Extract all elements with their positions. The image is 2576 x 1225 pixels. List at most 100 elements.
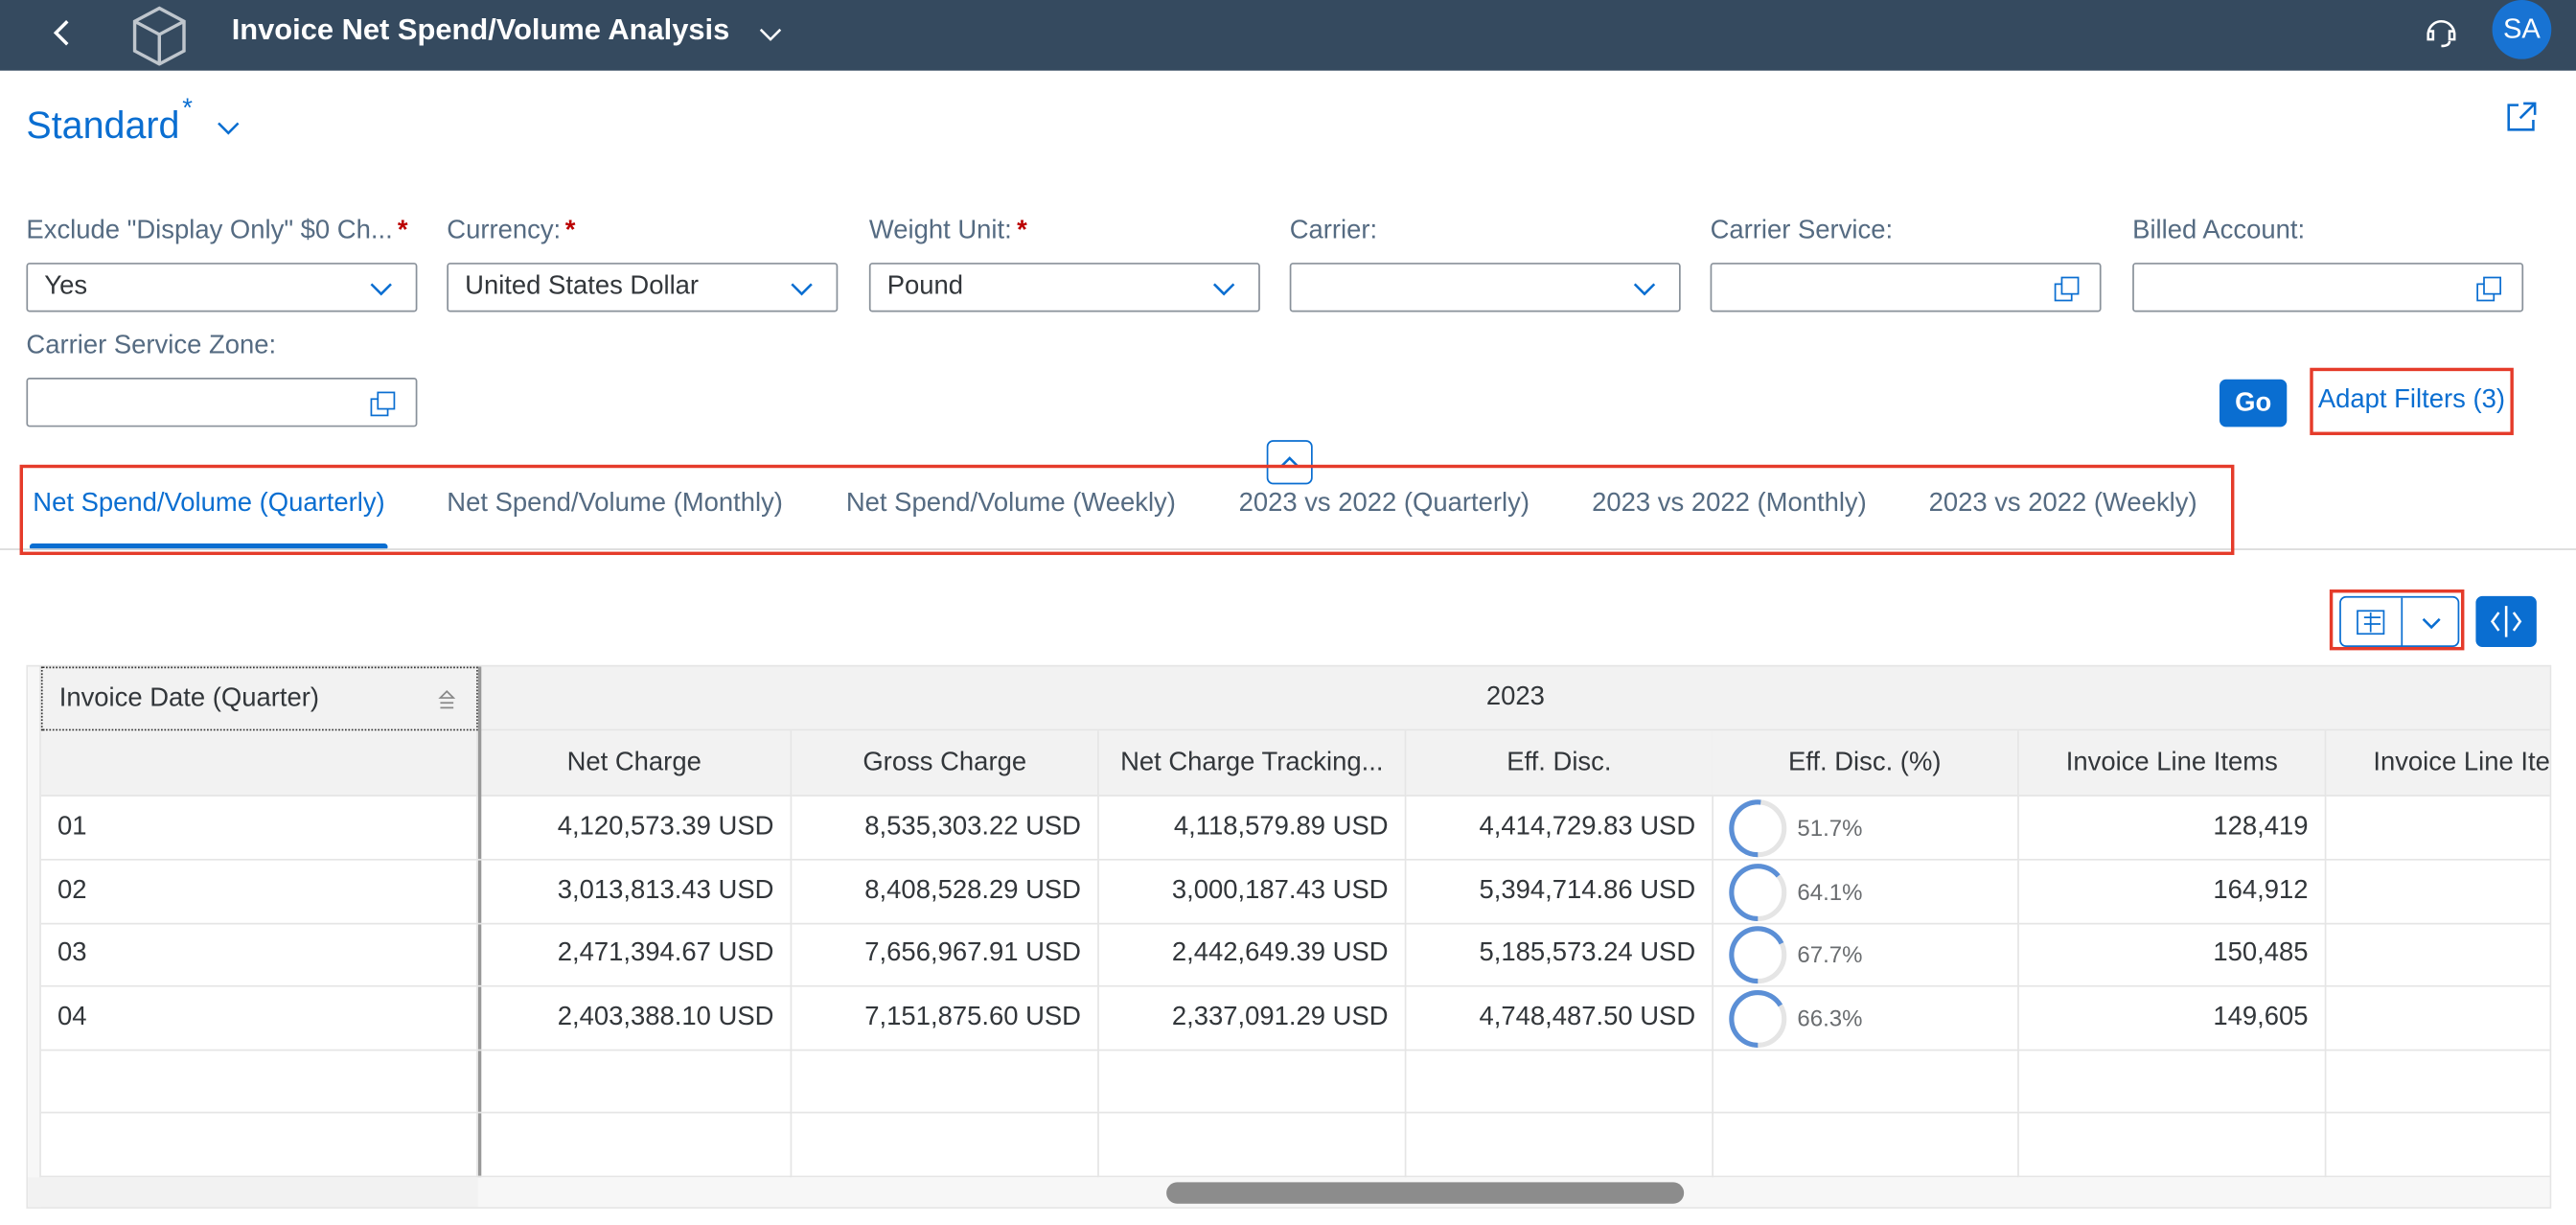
column-header: Eff. Disc. (%) xyxy=(1712,730,2019,797)
required-mark: * xyxy=(1017,217,1027,245)
column-button[interactable] xyxy=(2475,595,2537,647)
data-cell: 2,403,388.10 USD xyxy=(477,986,793,1052)
active-tab-indicator xyxy=(29,543,388,550)
empty-cell xyxy=(792,1113,1099,1178)
data-cell: 2,337,091.29 USD xyxy=(1098,986,1407,1052)
data-cell: 02 xyxy=(40,859,478,924)
data-cell: 4,748,487.50 USD xyxy=(1406,986,1714,1052)
data-cell xyxy=(2326,797,2550,861)
column-header: Invoice Line Items xyxy=(2018,730,2327,797)
select-input[interactable]: United States Dollar xyxy=(447,263,839,312)
ring-arc xyxy=(1729,926,1787,984)
data-cell: 128,419 xyxy=(2018,796,2327,861)
data-cell xyxy=(2326,923,2550,987)
percent-label: 66.3% xyxy=(1797,1005,1863,1031)
data-cell: 8,408,528.29 USD xyxy=(792,859,1099,924)
filter-label: Carrier Service Zone: xyxy=(26,332,277,360)
ring-arc xyxy=(1729,989,1787,1048)
select-input[interactable] xyxy=(1289,263,1681,312)
value-help-icon xyxy=(2054,276,2080,302)
empty-cell xyxy=(2326,1113,2550,1178)
tab[interactable]: Net Spend/Volume (Monthly) xyxy=(447,489,783,518)
back-button[interactable] xyxy=(46,16,79,49)
column-header: Invoice Line Items xyxy=(2326,730,2550,797)
dropdown-icon xyxy=(791,283,813,296)
share-icon[interactable] xyxy=(2504,99,2541,135)
tab[interactable]: 2023 vs 2022 (Quarterly) xyxy=(1238,489,1530,518)
select-input[interactable]: Yes xyxy=(26,263,418,312)
ring-arc xyxy=(1729,863,1787,921)
variant-menu[interactable] xyxy=(214,113,243,143)
avatar[interactable]: SA xyxy=(2492,0,2552,59)
variant-name[interactable]: Standard xyxy=(26,103,180,147)
dropdown-icon xyxy=(1633,283,1656,296)
data-cell: 03 xyxy=(40,923,478,987)
highlight xyxy=(19,464,2235,556)
collapse-header[interactable] xyxy=(1266,440,1313,485)
data-cell xyxy=(2326,860,2550,924)
data-cell: 5,185,573.24 USD xyxy=(1406,923,1714,987)
percent-label: 51.7% xyxy=(1797,814,1863,842)
data-cell: 164,912 xyxy=(2018,859,2327,924)
data-cell: 2,442,649.39 USD xyxy=(1098,923,1407,987)
highlight xyxy=(2310,367,2514,435)
go-button[interactable]: Go xyxy=(2220,379,2288,428)
ring-chart xyxy=(1729,926,1787,984)
empty-cell xyxy=(1406,1113,1714,1178)
data-cell: 3,000,187.43 USD xyxy=(1098,859,1407,924)
column-header: Net Charge xyxy=(477,730,793,797)
help-icon[interactable] xyxy=(2422,12,2461,51)
percent-cell: 66.3% xyxy=(1712,986,2019,1052)
data-cell: 3,013,813.43 USD xyxy=(477,859,793,924)
adapt-filters-link[interactable]: Adapt Filters (3) xyxy=(2317,385,2505,414)
app-title[interactable]: Invoice Net Spend/Volume Analysis xyxy=(231,12,730,46)
percent-cell: 64.1% xyxy=(1712,859,2019,924)
export-button[interactable] xyxy=(2339,595,2460,647)
data-cell: 4,118,579.89 USD xyxy=(1098,796,1407,861)
group-header: 2023 xyxy=(477,666,2550,731)
filter-label: Exclude "Display Only" $0 Ch... xyxy=(26,217,393,245)
ring-arc xyxy=(1729,799,1787,858)
value-help-input[interactable] xyxy=(26,378,418,428)
empty-cell xyxy=(40,1050,478,1115)
percent-cell: 67.7% xyxy=(1712,923,2019,987)
percent-cell: 51.7% xyxy=(1712,796,2019,861)
data-cell: 8,535,303.22 USD xyxy=(792,796,1099,861)
data-cell: 150,485 xyxy=(2018,923,2327,987)
filter-label: Currency: xyxy=(447,217,562,245)
row-header: Invoice Date (Quarter) xyxy=(40,666,478,731)
data-cell: 7,656,967.91 USD xyxy=(792,923,1099,987)
data-cell: 5,394,714.86 USD xyxy=(1406,859,1714,924)
tab[interactable]: Net Spend/Volume (Weekly) xyxy=(845,489,1176,518)
required-mark: * xyxy=(564,217,576,245)
input-value: United States Dollar xyxy=(465,272,700,301)
ring-chart xyxy=(1729,989,1787,1048)
shell-bar: Invoice Net Spend/Volume Analysis SA xyxy=(0,0,2576,71)
scrollbar-thumb[interactable] xyxy=(1166,1182,1685,1204)
filter-label: Weight Unit: xyxy=(868,217,1012,245)
empty-cell xyxy=(2018,1050,2327,1115)
filter-label: Billed Account: xyxy=(2132,217,2306,245)
empty-cell xyxy=(1712,1113,2019,1178)
value-help-icon xyxy=(2476,276,2502,302)
input-value: Yes xyxy=(44,272,88,301)
empty-cell xyxy=(1406,1050,1714,1115)
value-help-input[interactable] xyxy=(2132,263,2524,312)
title-menu[interactable] xyxy=(756,20,786,50)
dropdown-icon xyxy=(370,283,392,296)
value-help-input[interactable] xyxy=(1710,263,2102,312)
empty-cell xyxy=(1712,1050,2019,1115)
tab[interactable]: Net Spend/Volume (Quarterly) xyxy=(33,489,385,518)
tab[interactable]: 2023 vs 2022 (Weekly) xyxy=(1928,489,2197,518)
select-input[interactable]: Pound xyxy=(868,263,1260,312)
column-header: Net Charge Tracking... xyxy=(1098,730,1407,797)
filter-label: Carrier Service: xyxy=(1710,217,1894,245)
data-cell: 04 xyxy=(40,986,478,1052)
empty-cell xyxy=(1098,1113,1407,1178)
dropdown-icon xyxy=(1212,283,1235,296)
empty-cell xyxy=(40,1113,478,1178)
row-marker xyxy=(28,666,41,1208)
tab[interactable]: 2023 vs 2022 (Monthly) xyxy=(1592,489,1867,518)
